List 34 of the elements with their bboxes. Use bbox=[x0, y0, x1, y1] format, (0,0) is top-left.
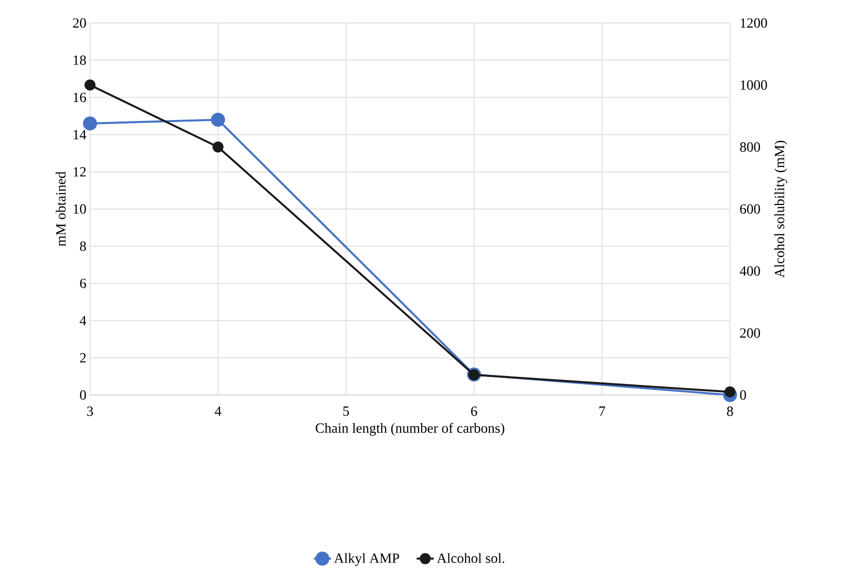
x-tick-label: 7 bbox=[599, 406, 606, 416]
y-tick-label: 6 bbox=[80, 278, 86, 288]
point bbox=[724, 386, 736, 398]
x-tick-label: 4 bbox=[214, 406, 222, 416]
point bbox=[212, 142, 224, 152]
y-axis-title: mM obtained bbox=[56, 172, 66, 246]
y2-tick-label: 1000 bbox=[740, 80, 767, 90]
point bbox=[83, 116, 98, 130]
y-tick-label: 10 bbox=[74, 204, 86, 214]
legend-label: Alkyl AMP bbox=[334, 553, 400, 566]
y2-tick-label: 400 bbox=[740, 266, 760, 276]
x-tick-label: 8 bbox=[727, 406, 733, 416]
x-axis-title: Chain length (number of carbons) bbox=[316, 422, 504, 436]
y2-tick-label: 200 bbox=[740, 328, 760, 338]
y-tick-label: 4 bbox=[80, 316, 86, 326]
y-tick-label: 0 bbox=[80, 390, 86, 400]
point bbox=[211, 112, 226, 127]
y-tick-label: 18 bbox=[74, 55, 86, 65]
y-tick-label: 20 bbox=[73, 18, 86, 28]
legend-label: Alcohol sol. bbox=[436, 553, 504, 563]
x-tick-label: 5 bbox=[343, 406, 349, 416]
y2-tick-label: 0 bbox=[740, 390, 746, 400]
x-tick-label: 6 bbox=[471, 406, 478, 416]
y2-axis-title: Alcohol solubility (mM) bbox=[774, 140, 788, 278]
y2-tick-label: 600 bbox=[740, 204, 760, 214]
y2-tick-label: 800 bbox=[740, 142, 760, 152]
y-tick-label: 2 bbox=[80, 353, 86, 362]
x-tick-label: 3 bbox=[87, 406, 93, 416]
point bbox=[84, 80, 96, 90]
y-tick-label: 12 bbox=[74, 167, 86, 176]
y-tick-label: 8 bbox=[80, 241, 86, 251]
y-tick-label: 14 bbox=[74, 130, 86, 140]
y2-tick-label: 1200 bbox=[740, 18, 767, 28]
y-tick-label: 16 bbox=[74, 92, 86, 102]
